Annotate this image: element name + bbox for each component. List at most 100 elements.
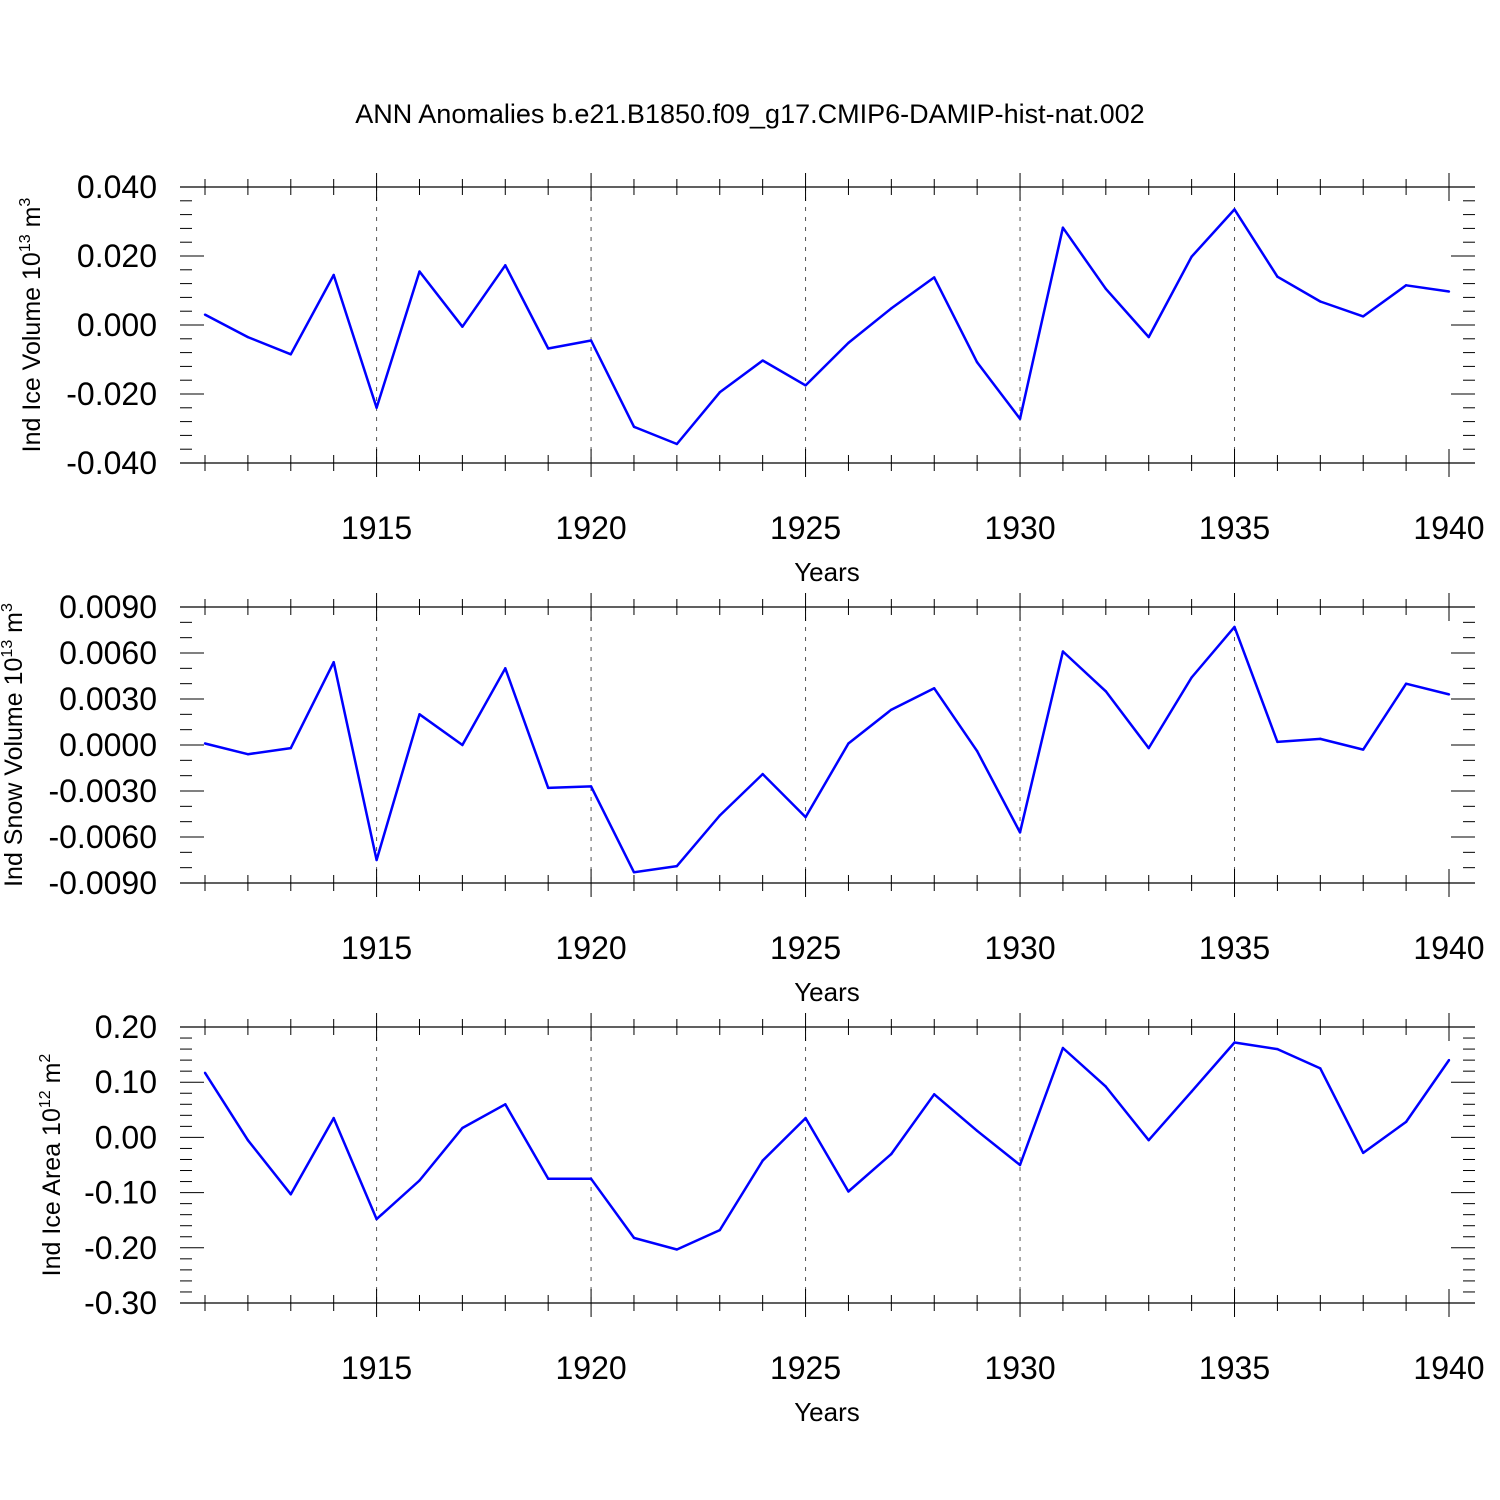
series-line: [204, 625, 1450, 874]
figure-title: ANN Anomalies b.e21.B1850.f09_g17.CMIP6-…: [355, 99, 1144, 129]
data-point: [418, 713, 421, 716]
data-point: [1276, 275, 1279, 278]
data-point: [632, 871, 636, 874]
data-point: [1404, 1120, 1408, 1124]
data-point: [675, 864, 679, 868]
data-point: [332, 661, 335, 664]
data-point: [1233, 1041, 1236, 1044]
y-tick-label: 0.20: [95, 1009, 157, 1045]
data-point: [418, 270, 421, 273]
x-tick-label: 1940: [1413, 930, 1484, 966]
data-point: [1362, 315, 1365, 318]
data-point: [1404, 284, 1408, 287]
y-axis-label-unit: m: [18, 207, 46, 235]
y-axis-label: Ind Ice Area 1012 m2: [37, 1054, 66, 1277]
y-axis-label-text: Ind Ice Volume 10: [18, 252, 46, 452]
panel-3: 1915 1920 1925 1930 1935 1940 Years -0.30 -0.20 -…: [37, 1009, 1485, 1427]
data-point: [761, 1159, 764, 1162]
data-point: [1362, 1151, 1365, 1155]
data-point: [1233, 625, 1236, 629]
data-point: [718, 1228, 721, 1232]
y-tick-label: 0.020: [77, 238, 157, 274]
y-tick-label: -0.30: [84, 1285, 157, 1321]
y-tick-label: -0.040: [66, 445, 157, 481]
x-tick-label: 1915: [341, 510, 412, 546]
y-axis-label-exponent: 12: [37, 1090, 54, 1108]
y-axis-label-unit-exponent: 3: [0, 603, 16, 612]
data-point: [1104, 1085, 1108, 1088]
x-tick-label: 1935: [1199, 1350, 1270, 1386]
data-point: [289, 746, 292, 750]
data-point: [1147, 1138, 1150, 1142]
x-tick-label: 1920: [555, 930, 626, 966]
series-line: [203, 1041, 1451, 1251]
data-point: [1190, 255, 1193, 258]
x-tick-label: 1920: [555, 1350, 626, 1386]
y-axis-label-unit: m: [0, 612, 28, 640]
y-tick-label: 0.000: [77, 307, 157, 343]
data-point: [1018, 1163, 1022, 1167]
data-point: [589, 339, 593, 342]
y-tick-label: 0.10: [95, 1064, 157, 1100]
data-point: [847, 1190, 850, 1193]
x-tick-label: 1935: [1199, 930, 1270, 966]
x-tick-label: 1925: [770, 930, 841, 966]
data-point: [1018, 417, 1022, 421]
x-tick-label: 1915: [341, 930, 412, 966]
data-point: [246, 753, 250, 756]
data-point: [675, 1248, 679, 1251]
data-point: [1061, 226, 1065, 229]
x-tick-label: 1920: [555, 510, 626, 546]
y-axis-label-text: Ind Snow Volume 10: [0, 658, 28, 887]
y-axis-label-exponent: 13: [0, 640, 16, 658]
x-tick-label: 1935: [1199, 510, 1270, 546]
data-point: [203, 313, 207, 316]
data-point: [1147, 746, 1150, 750]
data-point: [461, 743, 464, 747]
y-tick-label: 0.00: [95, 1119, 157, 1155]
y-tick-label: -0.10: [84, 1175, 157, 1211]
data-point: [804, 384, 807, 387]
x-axis-label: Years: [794, 557, 860, 587]
x-tick-label: 1930: [984, 930, 1055, 966]
data-point: [975, 1129, 979, 1132]
data-point: [418, 1179, 421, 1182]
x-axis-label: Years: [794, 977, 860, 1007]
data-point: [546, 347, 550, 350]
series-line: [204, 208, 1450, 446]
data-point: [461, 325, 464, 328]
data-point: [847, 742, 850, 745]
data-point: [933, 1093, 936, 1096]
data-point: [1190, 676, 1193, 679]
y-axis-label-unit: m: [38, 1063, 66, 1091]
y-axis-label-unit-exponent: 3: [17, 198, 34, 207]
y-tick-label: 0.0060: [59, 635, 157, 671]
data-point: [461, 1126, 464, 1130]
data-point: [546, 1177, 550, 1181]
panel-1: 1915 1920 1925 1930 1935 1940 Years -0.040 -0.02…: [17, 169, 1485, 587]
x-tick-label: 1925: [770, 510, 841, 546]
panel-2: 1915 1920 1925 1930 1935 1940 Years -0.0090 -0.0…: [0, 589, 1485, 1007]
data-point: [289, 1193, 292, 1196]
data-point: [375, 1217, 378, 1221]
data-point: [375, 858, 378, 862]
y-tick-label: -0.0060: [48, 819, 157, 855]
data-point: [589, 1177, 593, 1181]
data-point: [1233, 208, 1236, 211]
data-point: [761, 359, 764, 362]
y-axis-label-exponent: 13: [17, 234, 34, 252]
data-point: [332, 273, 335, 277]
y-tick-label: -0.0090: [48, 865, 157, 901]
panels: 1915 1920 1925 1930 1935 1940 Years -0.040 -0.02…: [0, 169, 1485, 1427]
data-point: [589, 785, 593, 788]
y-tick-label: 0.0000: [59, 727, 157, 763]
data-point: [632, 1236, 636, 1240]
data-point: [1104, 287, 1108, 290]
y-tick-label: -0.20: [84, 1230, 157, 1266]
data-point: [718, 814, 721, 817]
data-point: [504, 1103, 507, 1106]
y-tick-label: -0.0030: [48, 773, 157, 809]
data-point: [1061, 650, 1065, 653]
x-tick-label: 1930: [984, 1350, 1055, 1386]
data-point: [1018, 831, 1022, 834]
